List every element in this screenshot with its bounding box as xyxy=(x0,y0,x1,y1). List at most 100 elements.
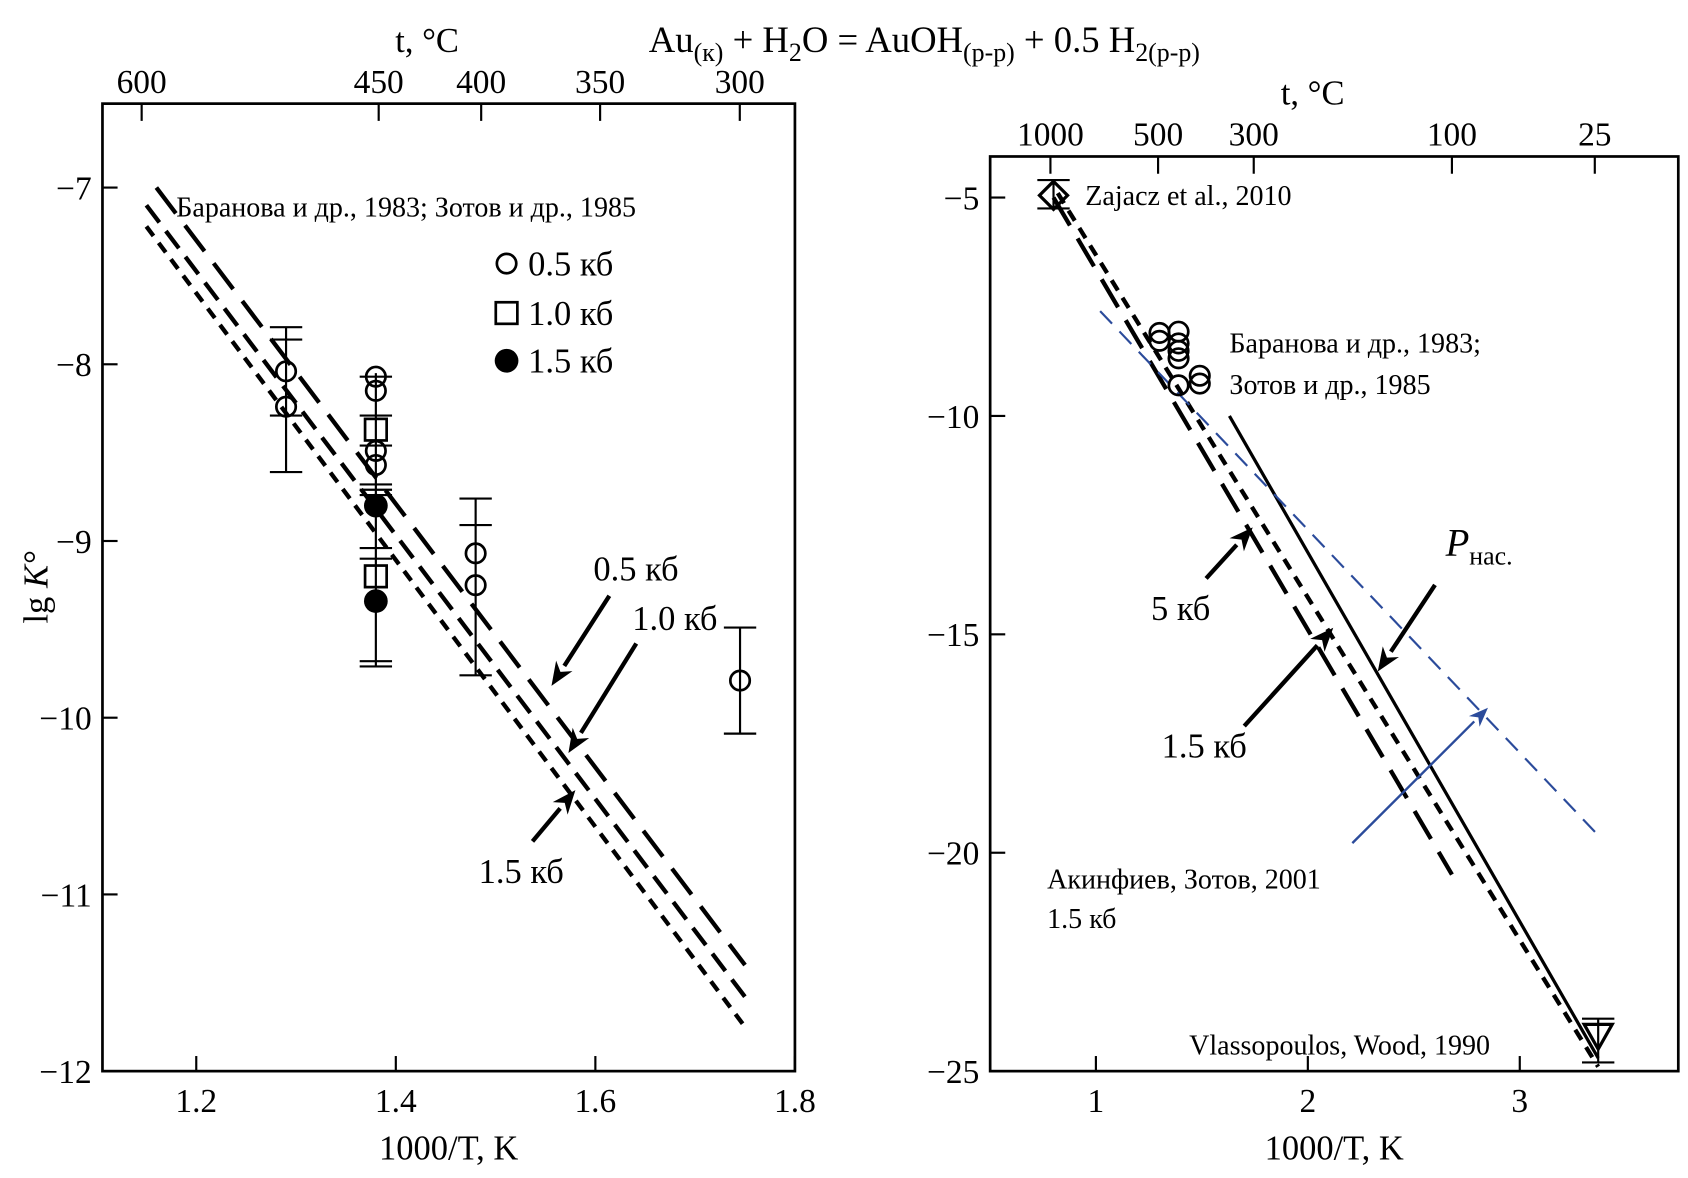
arrow-head xyxy=(1229,527,1253,552)
title-subscript: (к) xyxy=(694,37,724,66)
x-tick-label: 1.8 xyxy=(774,1083,816,1120)
x-tick-label: 1.6 xyxy=(574,1083,616,1120)
y-axis-label-italic: K° xyxy=(17,551,55,589)
legend-label: 0.5 кб xyxy=(528,245,613,283)
annotation: Vlassopoulos, Wood, 1990 xyxy=(1189,1031,1490,1062)
annotation: 1.5 кб xyxy=(479,853,564,891)
x-tick-label: 3 xyxy=(1511,1083,1528,1120)
arrow-shaft xyxy=(579,642,639,735)
annotation: Баранова и др., 1983; xyxy=(1229,329,1480,360)
title-part: + H xyxy=(723,19,788,60)
annotation: Баранова и др., 1983; Зотов и др., 1985 xyxy=(176,193,636,224)
open-circle-marker xyxy=(495,252,518,275)
arrow-shaft xyxy=(1389,583,1437,653)
top-tick-label: 600 xyxy=(117,64,167,101)
x-axis-label: 1000/T, K xyxy=(1265,1130,1404,1168)
top-tick-label: 25 xyxy=(1578,117,1611,154)
open-circle-marker xyxy=(275,360,298,383)
open-circle-marker xyxy=(1167,339,1190,362)
arrow-shaft xyxy=(562,594,612,668)
y-tick-label: −12 xyxy=(39,1054,91,1091)
title-subscript: 2(р-р) xyxy=(1135,37,1200,66)
open-circle-marker xyxy=(728,669,752,692)
top-tick-label: 100 xyxy=(1427,117,1477,154)
y-tick-label: −9 xyxy=(56,524,92,561)
arrow-head xyxy=(568,727,590,754)
plot-frame xyxy=(988,155,1680,1073)
open-square-marker xyxy=(363,564,388,589)
y-tick-label: −8 xyxy=(56,347,92,384)
y-tick-label: −15 xyxy=(927,617,979,654)
open-circle-marker xyxy=(1188,364,1211,387)
series-line xyxy=(154,186,747,967)
open-circle-marker xyxy=(1167,374,1190,397)
top-tick-label: 450 xyxy=(354,64,404,101)
psat-label-main: P xyxy=(1445,522,1470,565)
series-line xyxy=(144,203,747,999)
plot-frame xyxy=(101,102,797,1073)
title-subscript: 2 xyxy=(789,37,802,66)
open-circle-marker xyxy=(464,542,487,565)
open-circle-marker xyxy=(364,365,387,388)
top-tick-label: 350 xyxy=(575,64,625,101)
left-panel: 1.2 1.4 1.6 1.8 −7 −8 −9 −10 −11 −12 600 450 400 350 3… xyxy=(17,22,815,1168)
top-tick-label: 300 xyxy=(1229,117,1279,154)
open-circle-marker xyxy=(1188,372,1211,395)
legend-label: 1.5 кб xyxy=(528,343,613,381)
y-tick-label: −5 xyxy=(944,180,980,217)
annotation: 0.5 кб xyxy=(593,551,678,589)
arrow-shaft xyxy=(1204,543,1239,580)
legend-label: 1.0 кб xyxy=(528,295,613,333)
chart-title: Au(к) + H2O = AuOH(р-р) + 0.5 H2(р-р) xyxy=(649,19,1200,67)
annotation: 1.0 кб xyxy=(632,600,717,638)
annotation: 1.5 кб xyxy=(1162,728,1247,766)
arrow-shaft xyxy=(1242,643,1319,728)
psat-label: Pнас. xyxy=(1445,522,1513,571)
title-part: O = AuOH xyxy=(802,19,963,60)
open-circle-marker xyxy=(364,379,387,402)
open-square-marker xyxy=(494,300,519,326)
y-axis-label: lg K° xyxy=(17,551,55,623)
annotation: Зотов и др., 1985 xyxy=(1229,370,1430,401)
top-tick-label: 300 xyxy=(715,64,765,101)
series-line xyxy=(1051,196,1454,876)
series-line xyxy=(1055,192,1601,1068)
title-part: + 0.5 H xyxy=(1015,19,1135,60)
annotation: 5 кб xyxy=(1151,590,1210,628)
y-tick-label: −7 xyxy=(56,170,92,207)
filled-circle-marker xyxy=(363,493,388,518)
arrow-head xyxy=(1468,707,1488,727)
x-tick-label: 2 xyxy=(1299,1083,1316,1120)
x-tick-label: 1.2 xyxy=(175,1083,217,1120)
open-circle-marker xyxy=(464,574,487,597)
x-tick-label: 1.4 xyxy=(375,1083,417,1120)
top-tick-label: 400 xyxy=(456,64,506,101)
filled-circle-marker xyxy=(494,348,519,373)
triangle-down-marker xyxy=(1581,1022,1615,1053)
top-axis-label: t, °C xyxy=(1281,75,1345,113)
annotation: 1.5 кб xyxy=(1047,904,1116,935)
arrow-head xyxy=(551,660,573,686)
y-tick-label: −11 xyxy=(41,877,92,914)
open-circle-marker xyxy=(275,395,298,418)
arrow-shaft xyxy=(1351,720,1476,844)
title-subscript: (р-р) xyxy=(963,37,1015,66)
y-tick-label: −20 xyxy=(927,836,979,873)
y-tick-label: −10 xyxy=(39,701,91,738)
open-square-marker xyxy=(363,417,388,442)
y-tick-label: −10 xyxy=(927,399,979,436)
top-axis-label: t, °C xyxy=(395,22,459,60)
top-tick-label: 500 xyxy=(1133,117,1183,154)
series-line xyxy=(1099,310,1599,837)
y-axis-label-part: lg xyxy=(17,588,55,623)
top-tick-label: 1000 xyxy=(1017,117,1084,154)
annotation: Акинфиев, Зотов, 2001 xyxy=(1047,865,1321,896)
open-circle-marker xyxy=(364,453,387,477)
open-circle-marker xyxy=(1167,347,1190,370)
series-line xyxy=(144,225,747,1029)
x-tick-label: 1 xyxy=(1088,1083,1105,1120)
series-line xyxy=(1228,415,1600,1059)
right-panel: 1 2 3 −5 −10 −15 −20 −25 1000 500 300 100 25 1000/T, … xyxy=(927,75,1680,1168)
open-circle-marker xyxy=(1167,332,1190,355)
